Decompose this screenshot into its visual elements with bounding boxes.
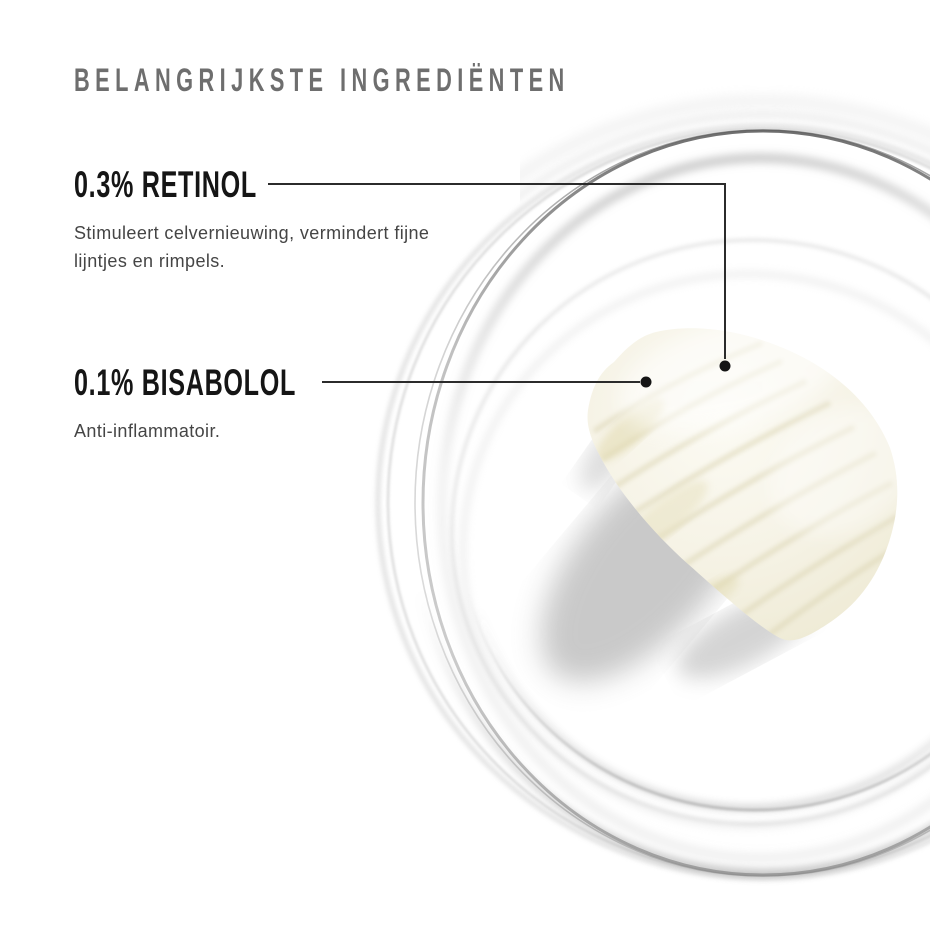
ingredient-name-retinol: 0.3% RETINOL (74, 164, 257, 205)
bisabolol-dot (640, 376, 652, 388)
petri-dish-rim (375, 123, 930, 881)
retinol-dot (719, 360, 731, 372)
retinol-leader-line (268, 183, 726, 359)
callout-lines (268, 183, 731, 388)
ingredient-description-retinol: Stimuleert celvernieuwing, vermindert fi… (74, 223, 430, 271)
ingredient-name-bisabolol: 0.1% BISABOLOL (74, 362, 297, 403)
page-title: BELANGRIJKSTE INGREDIËNTEN (74, 62, 570, 98)
petri-dish-floor-arcs (451, 238, 930, 829)
ingredient-description-bisabolol: Anti-inflammatoir. (74, 421, 221, 441)
cream-swatch (587, 328, 898, 641)
dish-reflection-arcs (520, 96, 930, 199)
